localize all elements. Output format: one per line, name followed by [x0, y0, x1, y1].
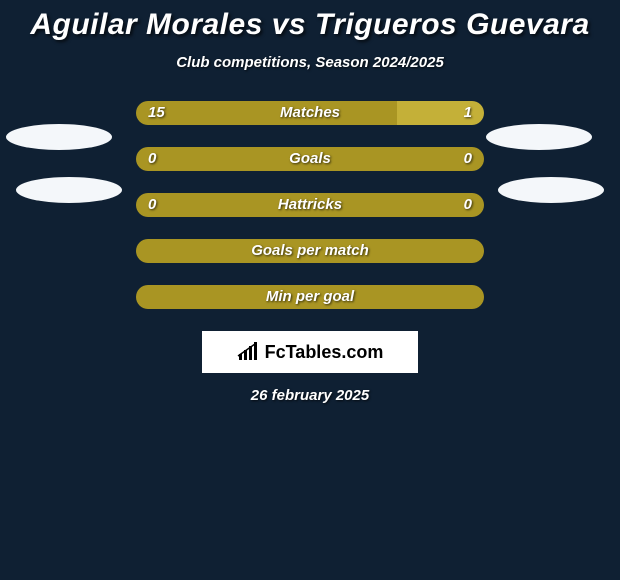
stat-value-right: 1 [464, 101, 472, 125]
stats-card: Aguilar Morales vs Trigueros Guevara Clu… [0, 0, 620, 404]
page-title: Aguilar Morales vs Trigueros Guevara [0, 8, 620, 42]
stat-row: 00Hattricks [136, 193, 484, 217]
stat-value-left: 0 [148, 147, 156, 171]
stat-value-left: 15 [148, 101, 165, 125]
logo-text: FcTables.com [265, 342, 384, 363]
date-stamp: 26 february 2025 [0, 387, 620, 404]
decorative-ellipse [498, 177, 604, 203]
logo-box: FcTables.com [202, 331, 418, 373]
decorative-ellipse [6, 124, 112, 150]
subtitle: Club competitions, Season 2024/2025 [0, 54, 620, 71]
stat-value-right: 0 [464, 193, 472, 217]
decorative-ellipse [486, 124, 592, 150]
stat-row: 151Matches [136, 101, 484, 125]
stat-value-left: 0 [148, 193, 156, 217]
stat-value-right: 0 [464, 147, 472, 171]
stat-row: 00Goals [136, 147, 484, 171]
decorative-ellipse [16, 177, 122, 203]
chart-bars-icon [237, 342, 261, 362]
stat-row: Goals per match [136, 239, 484, 263]
stat-rows: 151Matches00Goals00HattricksGoals per ma… [136, 101, 484, 309]
stat-row: Min per goal [136, 285, 484, 309]
